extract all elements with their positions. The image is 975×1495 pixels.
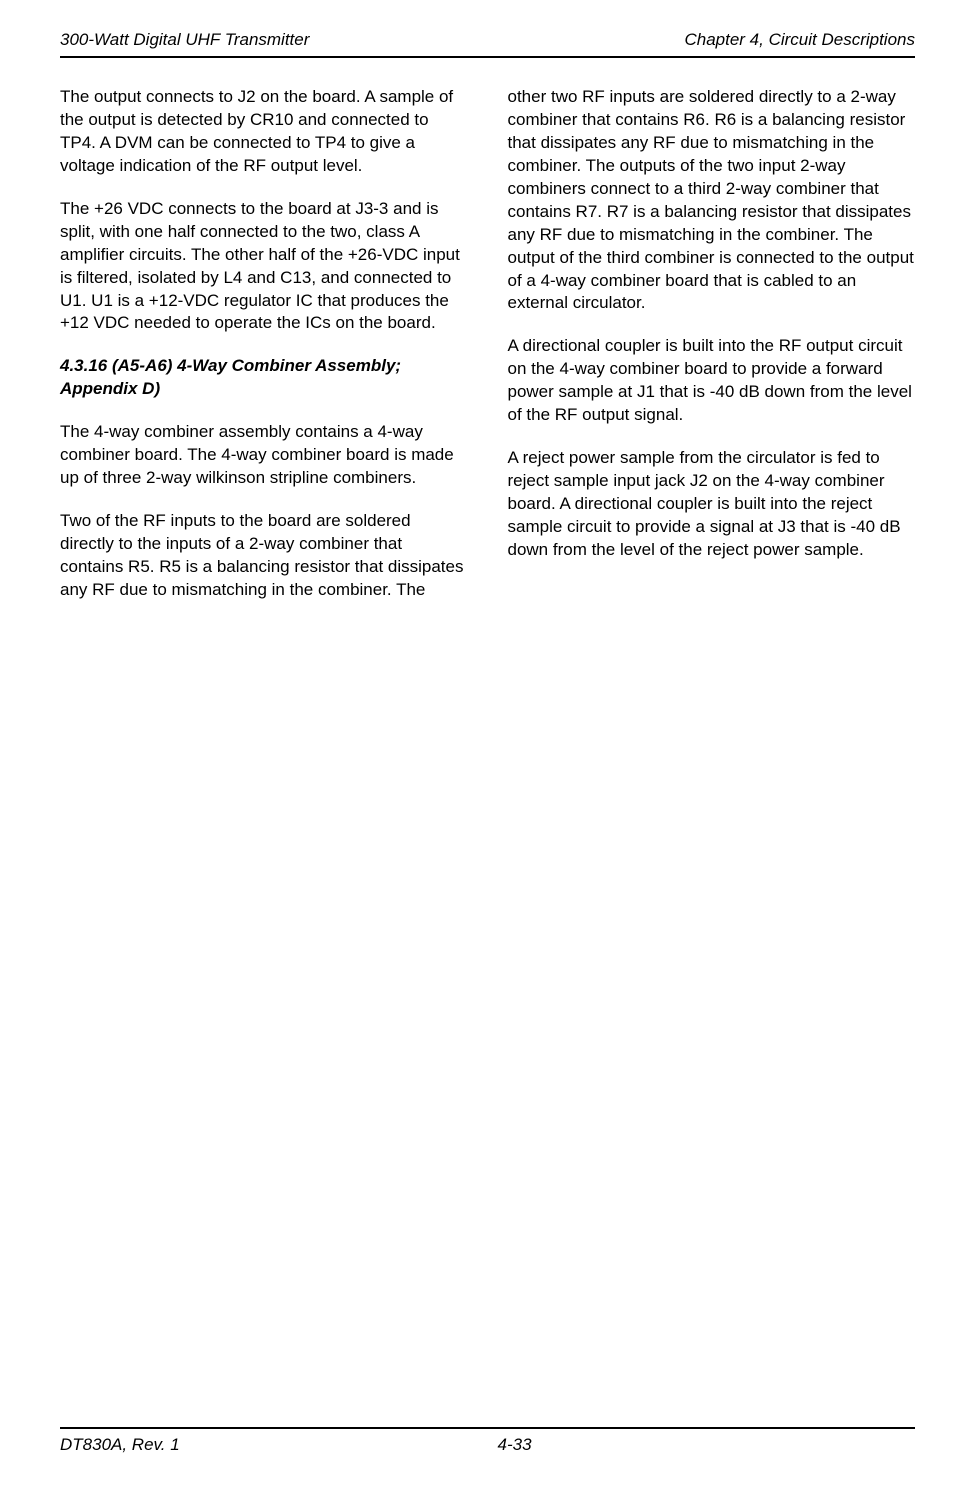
paragraph: The 4-way combiner assembly contains a 4… xyxy=(60,421,468,490)
header-right: Chapter 4, Circuit Descriptions xyxy=(684,30,915,50)
content-area: The output connects to J2 on the board. … xyxy=(60,86,915,622)
paragraph: The +26 VDC connects to the board at J3-… xyxy=(60,198,468,336)
footer-left: DT830A, Rev. 1 xyxy=(60,1435,478,1455)
paragraph: The output connects to J2 on the board. … xyxy=(60,86,468,178)
paragraph: A directional coupler is built into the … xyxy=(508,335,916,427)
footer-page-number: 4-33 xyxy=(478,1435,916,1455)
left-column: The output connects to J2 on the board. … xyxy=(60,86,468,622)
header-left: 300-Watt Digital UHF Transmitter xyxy=(60,30,309,50)
section-heading: 4.3.16 (A5-A6) 4-Way Combiner Assembly; … xyxy=(60,355,468,401)
right-column: other two RF inputs are soldered directl… xyxy=(508,86,916,622)
paragraph: other two RF inputs are soldered directl… xyxy=(508,86,916,315)
page-header: 300-Watt Digital UHF Transmitter Chapter… xyxy=(60,30,915,58)
paragraph: Two of the RF inputs to the board are so… xyxy=(60,510,468,602)
paragraph: A reject power sample from the circulato… xyxy=(508,447,916,562)
page-footer: DT830A, Rev. 1 4-33 xyxy=(60,1427,915,1455)
